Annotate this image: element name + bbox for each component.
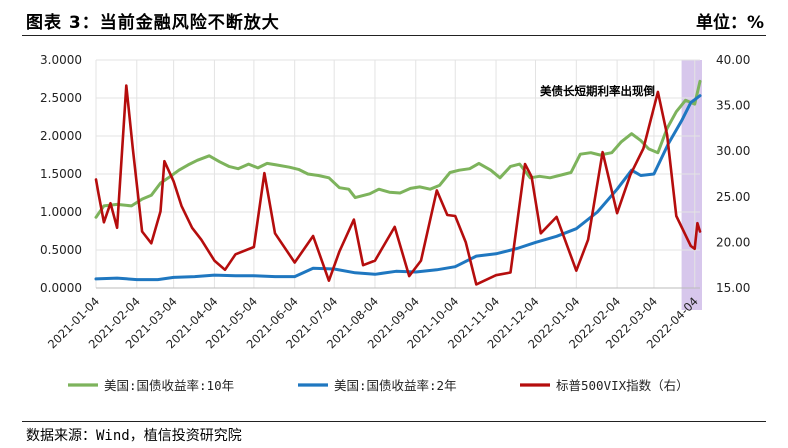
chart-title: 图表 3：当前金融风险不断放大: [26, 13, 280, 33]
report-header: 图表 3：当前金融风险不断放大 单位：%: [0, 0, 788, 40]
legend-label: 标普500VIX指数（右）: [556, 378, 689, 393]
left-tick-label: 1.0000: [40, 205, 82, 219]
left-tick-label: 3.0000: [40, 53, 82, 67]
left-tick-label: 0.0000: [40, 281, 82, 295]
right-tick-label: 30.00: [716, 144, 750, 158]
legend-label: 美国:国债收益率:2年: [334, 378, 457, 393]
legend-label: 美国:国债收益率:10年: [104, 378, 234, 393]
right-tick-label: 20.00: [716, 235, 750, 249]
unit-label: 单位：%: [695, 13, 764, 33]
series-us10y-line: [94, 79, 702, 219]
plot-area: 0.0000 0.5000 1.0000 1.5000 2.0000 2.5000 3.00…: [40, 53, 750, 393]
line-chart: 0.0000 0.5000 1.0000 1.5000 2.0000 2.5000 3.00…: [40, 53, 750, 393]
series-us2y-line: [94, 94, 702, 282]
highlight-band: [681, 60, 702, 310]
left-tick-label: 0.5000: [40, 243, 82, 257]
source-note: 数据来源：Wind，植信投资研究院: [26, 428, 242, 444]
header-divider: [22, 35, 766, 36]
left-tick-label: 2.5000: [40, 91, 82, 105]
right-tick-label: 35.00: [716, 99, 750, 113]
footer-divider: [22, 421, 766, 422]
series-vix-line: [94, 84, 702, 286]
right-tick-label: 15.00: [716, 281, 750, 295]
right-tick-label: 40.00: [716, 53, 750, 67]
left-tick-label: 1.5000: [40, 167, 82, 181]
left-tick-label: 2.0000: [40, 129, 82, 143]
right-tick-label: 25.00: [716, 190, 750, 204]
annotation-label: 美债长短期利率出现倒: [540, 84, 655, 98]
